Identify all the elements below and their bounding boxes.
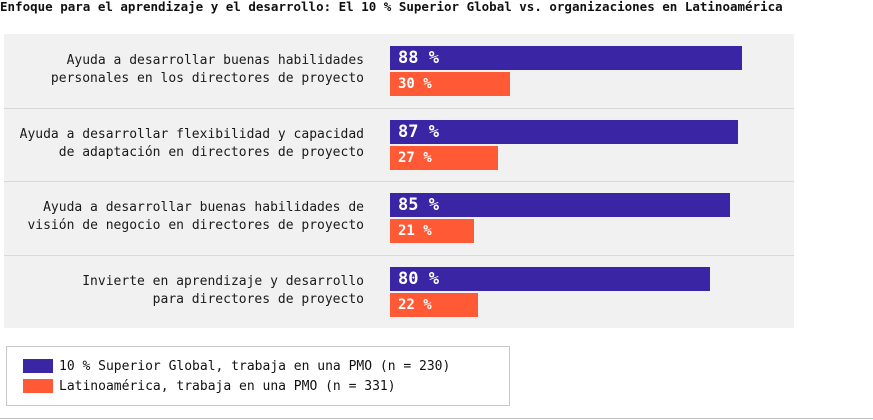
legend-label-global: 10 % Superior Global, trabaja en una PMO… — [59, 358, 451, 374]
bar-global: 87 % — [390, 119, 738, 144]
legend-item-global: 10 % Superior Global, trabaja en una PMO… — [23, 357, 450, 375]
chart-legend: 10 % Superior Global, trabaja en una PMO… — [6, 346, 510, 406]
row-divider — [4, 181, 794, 182]
bar-value-label: 85 % — [398, 195, 439, 215]
category-label-line: visión de negocio en directores de proye… — [27, 218, 364, 233]
category-label-line: Ayuda a desarrollar buenas habilidades — [66, 53, 364, 68]
bar-global: 80 % — [390, 266, 710, 291]
legend-label-latam: Latinoamérica, trabaja en una PMO (n = 3… — [59, 378, 396, 394]
bottom-rule — [0, 418, 873, 419]
category-label-line: personales en los directores de proyecto — [50, 71, 364, 86]
bar-value-label: 87 % — [398, 121, 439, 142]
category-label: Ayuda a desarrollar buenas habilidades pe… — [4, 52, 364, 88]
bar-global: 85 % — [390, 193, 730, 217]
bar-value-label: 30 % — [398, 76, 432, 92]
bar-value-label: 22 % — [398, 296, 432, 313]
row-divider — [4, 254, 794, 256]
legend-item-latam: Latinoamérica, trabaja en una PMO (n = 3… — [23, 377, 396, 395]
row-divider — [4, 107, 794, 109]
category-label-line: Ayuda a desarrollar buenas habilidades d… — [43, 200, 364, 215]
chart-panel: Ayuda a desarrollar buenas habilidades pe… — [4, 34, 794, 328]
category-label: Invierte en aprendizaje y desarrollo para… — [4, 273, 364, 309]
bar-latam: 21 % — [390, 219, 474, 243]
bar-latam: 27 % — [390, 145, 498, 170]
bar-latam: 30 % — [390, 72, 510, 96]
chart-title: Enfoque para el aprendizaje y el desarro… — [0, 0, 783, 14]
category-label-line: de adaptación en directores de proyecto — [58, 144, 364, 160]
bar-value-label: 21 % — [398, 223, 432, 239]
bar-latam: 22 % — [390, 292, 478, 317]
category-label-line: Ayuda a desarrollar flexibilidad y capac… — [19, 126, 364, 142]
category-label: Ayuda a desarrollar buenas habilidades d… — [4, 199, 364, 235]
bar-value-label: 88 % — [398, 48, 439, 68]
bar-value-label: 80 % — [398, 268, 439, 289]
category-label-line: Invierte en aprendizaje y desarrollo — [82, 273, 364, 289]
category-label: Ayuda a desarrollar flexibilidad y capac… — [4, 126, 364, 162]
bar-value-label: 27 % — [398, 149, 432, 166]
legend-swatch-global — [23, 359, 53, 373]
category-label-line: para directores de proyecto — [152, 291, 364, 307]
legend-swatch-latam — [23, 379, 53, 393]
bar-global: 88 % — [390, 46, 742, 70]
